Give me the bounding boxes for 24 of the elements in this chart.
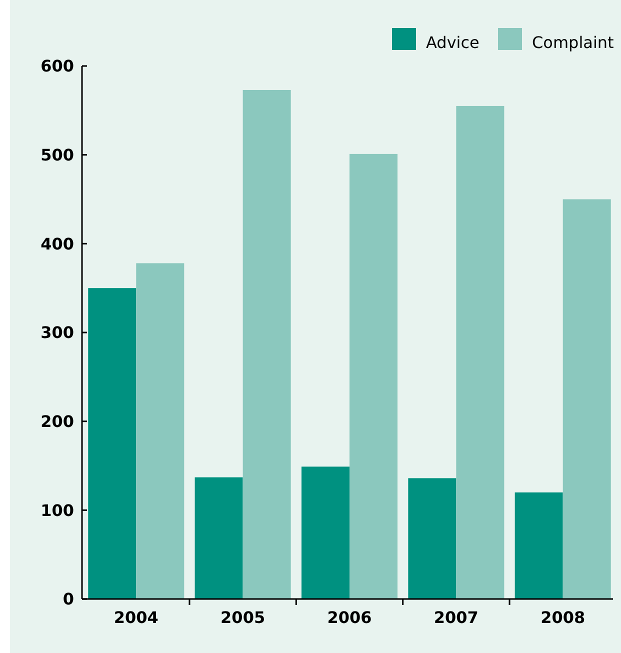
- bar: [350, 154, 398, 599]
- bar: [456, 106, 504, 599]
- bar: [301, 466, 350, 599]
- x-tick-label: 2008: [540, 608, 586, 627]
- y-tick-label: 300: [40, 323, 74, 342]
- x-tick-label: 2005: [220, 608, 266, 627]
- legend-label: Complaint: [532, 33, 614, 52]
- bar: [242, 90, 291, 599]
- legend-label: Advice: [426, 33, 480, 52]
- bar: [136, 263, 184, 599]
- y-tick-label: 400: [40, 234, 74, 254]
- x-tick-label: 2007: [434, 608, 478, 627]
- bar: [88, 288, 136, 599]
- x-tick-label: 2006: [327, 608, 372, 627]
- y-tick-label: 0: [62, 590, 74, 609]
- y-tick-label: 500: [40, 145, 74, 164]
- y-tick-label: 600: [40, 56, 74, 76]
- y-tick-label: 200: [40, 412, 74, 431]
- bar: [562, 199, 611, 599]
- y-tick-label: 100: [40, 500, 74, 520]
- bar: [194, 477, 243, 599]
- bar: [514, 492, 563, 599]
- bar: [408, 478, 456, 599]
- x-tick-label: 2004: [114, 608, 158, 627]
